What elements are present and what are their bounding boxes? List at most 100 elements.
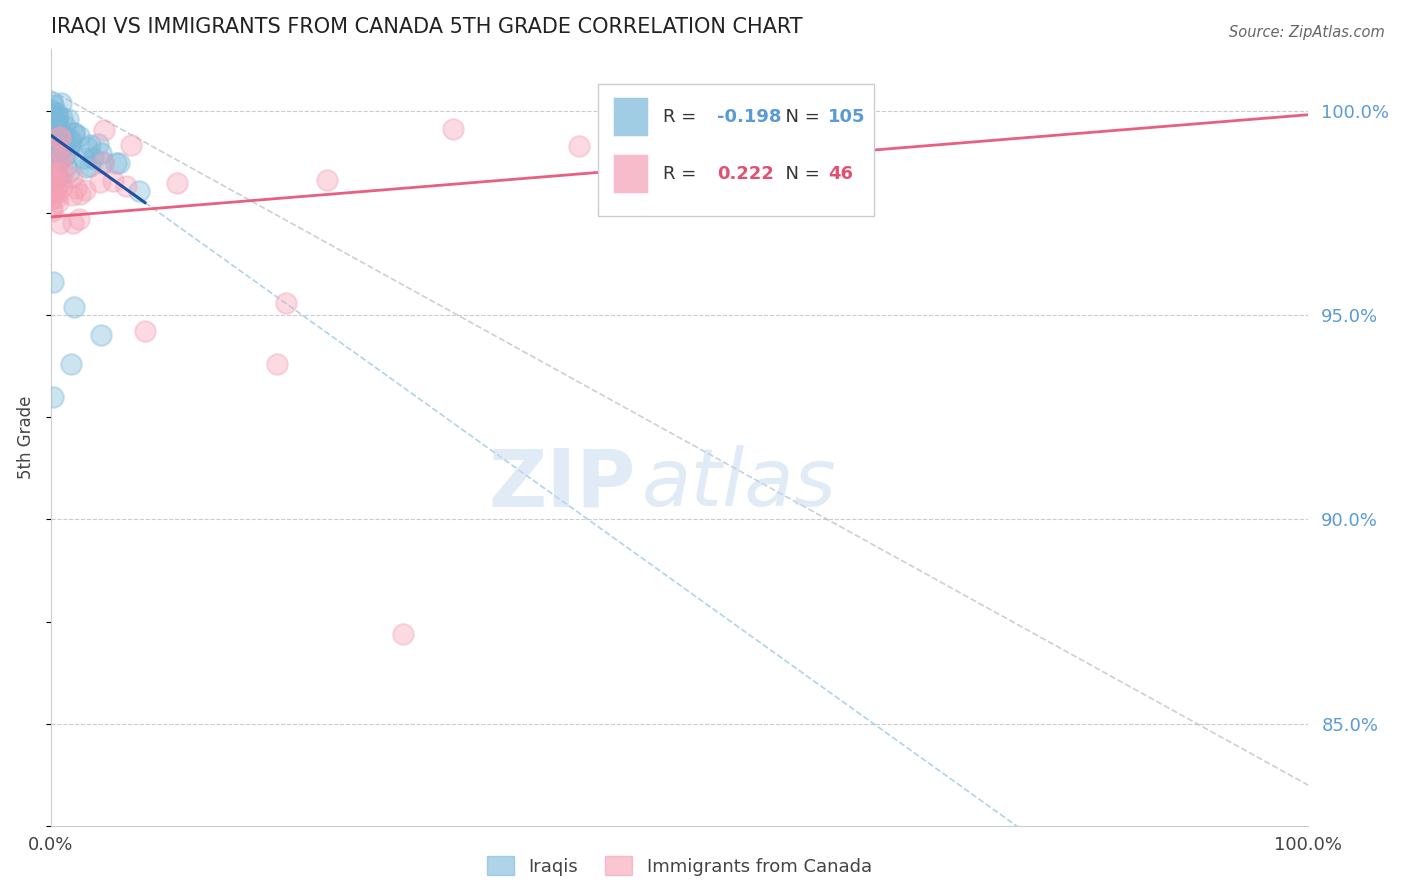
Point	[79, 159, 101, 173]
Point	[42, 188, 65, 202]
Point	[42, 121, 65, 136]
Point	[391, 627, 413, 641]
Point	[39, 185, 62, 199]
Point	[39, 193, 62, 207]
Point	[87, 137, 110, 152]
Point	[56, 146, 79, 161]
Point	[46, 171, 69, 186]
Point	[67, 212, 90, 227]
Point	[42, 150, 65, 164]
Point	[41, 156, 63, 170]
Point	[49, 131, 72, 145]
Point	[51, 174, 73, 188]
Point	[41, 108, 63, 122]
Point	[44, 159, 66, 173]
Point	[52, 128, 75, 143]
Point	[44, 132, 66, 146]
FancyBboxPatch shape	[598, 84, 875, 217]
Point	[42, 126, 65, 140]
Point	[45, 116, 67, 130]
Point	[114, 179, 136, 194]
Point	[49, 136, 72, 151]
Point	[41, 103, 63, 118]
Point	[41, 95, 63, 110]
Point	[42, 147, 65, 161]
Point	[44, 151, 66, 165]
Point	[67, 129, 90, 144]
Point	[63, 126, 86, 140]
Point	[39, 166, 62, 180]
Point	[46, 195, 69, 210]
Point	[79, 137, 101, 152]
Point	[59, 135, 82, 149]
Point	[45, 140, 67, 154]
Point	[44, 122, 66, 136]
Point	[59, 138, 82, 153]
Point	[42, 149, 65, 163]
Point	[60, 188, 83, 202]
Point	[39, 122, 62, 136]
Text: ZIP: ZIP	[488, 445, 636, 524]
Point	[46, 105, 69, 120]
Point	[39, 115, 62, 129]
Point	[45, 117, 67, 131]
Point	[42, 167, 65, 181]
Point	[120, 137, 142, 152]
Point	[75, 160, 97, 174]
Point	[60, 169, 83, 184]
Legend: Iraqis, Immigrants from Canada: Iraqis, Immigrants from Canada	[479, 849, 879, 883]
Point	[48, 140, 70, 154]
Text: atlas: atlas	[641, 445, 837, 524]
Point	[59, 357, 82, 371]
Point	[45, 137, 67, 152]
FancyBboxPatch shape	[613, 154, 648, 193]
Point	[39, 137, 62, 152]
Point	[42, 138, 65, 153]
Point	[75, 183, 97, 197]
Point	[41, 138, 63, 153]
Point	[41, 203, 63, 218]
Point	[45, 146, 67, 161]
Point	[45, 120, 67, 135]
Point	[55, 159, 77, 173]
Text: R =: R =	[664, 165, 702, 183]
Point	[42, 144, 65, 158]
Point	[48, 131, 70, 145]
Point	[46, 110, 69, 124]
Point	[53, 149, 76, 163]
Text: 0.222: 0.222	[717, 165, 773, 183]
Text: N =: N =	[773, 108, 825, 126]
Point	[58, 165, 80, 179]
Point	[46, 142, 69, 156]
Point	[46, 164, 69, 178]
Point	[69, 186, 91, 201]
Point	[44, 146, 66, 161]
Point	[41, 133, 63, 147]
Point	[41, 145, 63, 159]
Point	[93, 123, 115, 137]
Point	[42, 140, 65, 154]
Text: Source: ZipAtlas.com: Source: ZipAtlas.com	[1229, 25, 1385, 40]
Point	[44, 127, 66, 141]
Point	[48, 153, 70, 167]
Point	[41, 118, 63, 132]
Point	[51, 148, 73, 162]
Point	[41, 121, 63, 136]
Point	[39, 150, 62, 164]
Point	[103, 174, 125, 188]
Point	[65, 181, 87, 195]
Point	[41, 201, 63, 215]
Point	[49, 216, 72, 230]
Point	[53, 119, 76, 133]
Point	[73, 151, 96, 165]
Point	[134, 325, 156, 339]
Point	[51, 140, 73, 154]
Point	[91, 155, 114, 169]
Point	[42, 148, 65, 162]
Point	[44, 112, 66, 126]
Text: 105: 105	[828, 108, 865, 126]
Point	[46, 123, 69, 137]
Point	[693, 133, 716, 147]
Point	[49, 153, 72, 167]
Point	[128, 184, 150, 198]
